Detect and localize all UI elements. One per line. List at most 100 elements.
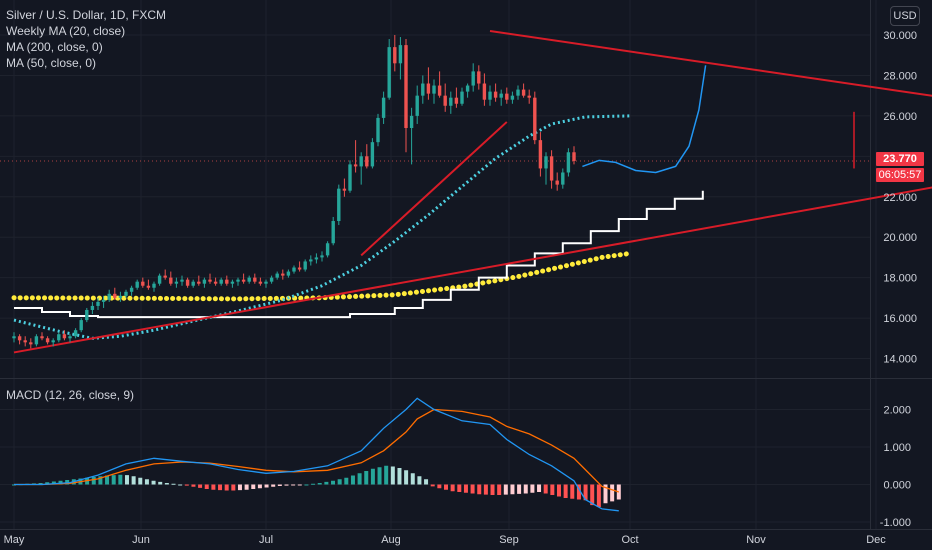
x-tick-label: Nov xyxy=(746,534,766,546)
x-tick-label: Jun xyxy=(132,534,150,546)
macd-histogram-bar xyxy=(543,484,548,494)
x-tick-label: Jul xyxy=(259,534,273,546)
macd-histogram-bar xyxy=(404,470,409,485)
candle-body xyxy=(493,91,498,98)
candle-body xyxy=(488,91,492,100)
x-tick-label: Aug xyxy=(381,534,401,546)
candle-body xyxy=(454,97,459,104)
candle-body xyxy=(40,336,44,339)
candle-body xyxy=(225,279,229,284)
candle-body xyxy=(113,293,117,298)
macd-histogram-bar xyxy=(570,484,575,499)
macd-histogram-bar xyxy=(284,484,289,486)
candle-body xyxy=(359,156,363,167)
candle-body xyxy=(157,275,162,284)
candle-body xyxy=(337,188,341,222)
macd-histogram-bar xyxy=(503,484,508,495)
candle-body xyxy=(426,83,431,94)
candle-body xyxy=(342,188,347,191)
candle-body xyxy=(79,320,83,331)
macd-histogram-bar xyxy=(344,477,349,485)
x-tick-label: Sep xyxy=(499,534,519,546)
projection-path xyxy=(582,65,707,174)
y-tick-label: 18.000 xyxy=(883,273,917,285)
y-tick-label: 20.000 xyxy=(883,232,917,244)
macd-histogram-bar xyxy=(450,484,455,492)
candle-body xyxy=(482,83,487,100)
candle-body xyxy=(202,279,207,284)
macd-histogram-bar xyxy=(311,483,316,485)
candle-body xyxy=(538,140,543,169)
trendline-1 xyxy=(489,29,932,97)
y-tick-label: 26.000 xyxy=(883,111,917,123)
candle-body xyxy=(555,180,559,185)
macd-histogram-bar xyxy=(237,484,242,491)
candle-body xyxy=(73,330,78,337)
candle-body xyxy=(247,277,251,282)
candle-body xyxy=(404,45,408,129)
candle-body xyxy=(566,152,571,173)
y-tick-label: 16.000 xyxy=(883,313,917,325)
macd-histogram-bar xyxy=(463,484,468,493)
macd-signal-line xyxy=(14,408,620,493)
candle-body xyxy=(477,71,481,84)
candle-body xyxy=(90,305,95,310)
bar-countdown-tag: 06:05:57 xyxy=(876,168,924,182)
macd-histogram-bar xyxy=(184,484,189,486)
x-tick-label: Dec xyxy=(866,534,886,546)
y-tick-label: 14.000 xyxy=(883,354,917,366)
macd-histogram-bar xyxy=(596,484,601,507)
candle-body xyxy=(253,277,257,282)
candle-body xyxy=(471,71,475,86)
legend-symbol[interactable]: Silver / U.S. Dollar, 1D, FXCM xyxy=(6,8,167,22)
macd-histogram-bar xyxy=(437,484,442,489)
macd-histogram-bar xyxy=(218,484,223,491)
macd-histogram-bar xyxy=(550,484,555,495)
candle-body xyxy=(12,336,16,339)
macd-histogram-bar xyxy=(204,484,209,489)
candle-body xyxy=(449,97,453,106)
macd-histogram-bar xyxy=(510,484,515,495)
candle-body xyxy=(510,95,515,100)
macd-histogram-bar xyxy=(297,484,302,486)
currency-button[interactable]: USD xyxy=(890,6,920,26)
y-tick-label: 30.000 xyxy=(883,30,917,42)
macd-histogram-bar xyxy=(138,477,143,485)
candle-body xyxy=(197,281,201,284)
macd-histogram-bar xyxy=(563,484,568,498)
legend-ma50[interactable]: MA (50, close, 0) xyxy=(6,56,97,70)
candle-body xyxy=(129,287,134,292)
macd-histogram-bar xyxy=(211,484,216,490)
candle-body xyxy=(544,156,548,169)
macd-histogram-bar xyxy=(105,475,110,485)
candle-body xyxy=(365,156,369,167)
candle-body xyxy=(549,156,554,181)
macd-y-tick-label: 1.000 xyxy=(883,442,911,454)
legend-weekly-ma[interactable]: Weekly MA (20, close) xyxy=(6,24,126,38)
macd-y-tick-label: -1.000 xyxy=(880,517,911,529)
y-tick-label: 28.000 xyxy=(883,70,917,82)
macd-histogram-bar xyxy=(271,484,276,487)
macd-histogram-bar xyxy=(144,479,149,485)
candle-body xyxy=(51,340,55,343)
macd-histogram-bar xyxy=(410,473,415,485)
candle-body xyxy=(572,152,576,161)
candle-body xyxy=(281,273,285,276)
candle-body xyxy=(465,85,470,92)
macd-histogram-bar xyxy=(444,484,448,490)
ma200-line xyxy=(11,250,633,302)
candle-body xyxy=(292,267,296,272)
legend-macd-label[interactable]: MACD (12, 26, close, 9) xyxy=(6,388,135,402)
macd-histogram-bar xyxy=(483,484,488,495)
trendline-0 xyxy=(13,186,932,354)
macd-histogram-bar xyxy=(490,484,495,495)
candle-body xyxy=(185,279,190,286)
candle-body xyxy=(421,83,425,96)
macd-histogram-bar xyxy=(257,484,262,489)
candle-body xyxy=(286,271,291,276)
candle-body xyxy=(57,334,61,341)
legend-ma200[interactable]: MA (200, close, 0) xyxy=(6,40,103,54)
macd-histogram-bar xyxy=(430,484,435,487)
candle-body xyxy=(101,299,106,302)
